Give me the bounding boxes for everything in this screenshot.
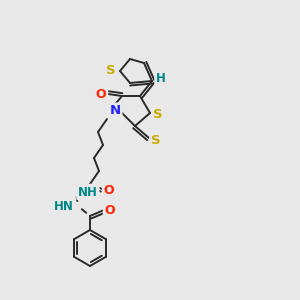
- Text: H: H: [156, 73, 166, 85]
- Text: O: O: [96, 88, 106, 100]
- Text: S: S: [106, 64, 116, 77]
- Text: O: O: [105, 203, 115, 217]
- Text: NH: NH: [78, 185, 98, 199]
- Text: O: O: [104, 184, 114, 196]
- Text: HN: HN: [54, 200, 74, 212]
- Text: S: S: [151, 134, 161, 146]
- Text: N: N: [110, 104, 121, 118]
- Text: S: S: [153, 107, 163, 121]
